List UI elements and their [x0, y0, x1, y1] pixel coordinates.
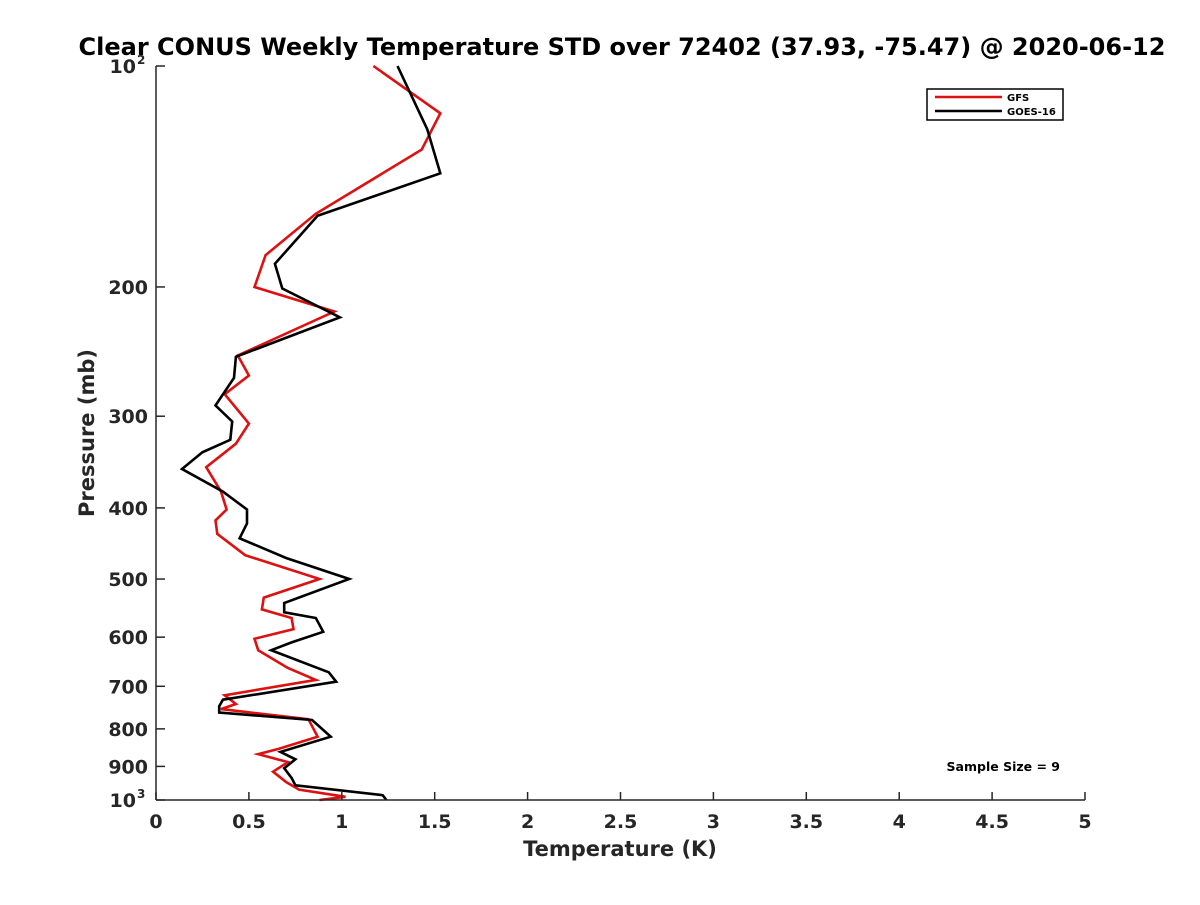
x-tick-label: 0: [149, 811, 162, 833]
x-tick-label: 3: [707, 811, 720, 833]
ticks-layer: 0 0.5 1 1.5 2 2.5 3 3.5 4 4.5 510 22003004005006007…: [108, 53, 1091, 833]
y-tick-label: 500: [108, 569, 148, 591]
x-tick-label: 5: [1078, 811, 1091, 833]
legend: GFS GOES-16: [926, 88, 1064, 121]
y-tick-exponent: 2: [137, 53, 145, 67]
series-line-goes16: [179, 65, 442, 801]
y-tick-label: 600: [108, 627, 148, 649]
y-tick-label: 700: [108, 676, 148, 698]
chart-title: Clear CONUS Weekly Temperature STD over …: [79, 33, 1166, 61]
y-tick-label: 200: [108, 277, 148, 299]
y-tick-label: 900: [108, 756, 148, 778]
x-axis-label: Temperature (K): [523, 837, 717, 861]
x-tick-label: 1: [335, 811, 348, 833]
x-tick-label: 2.5: [604, 811, 638, 833]
sample-size-annotation: Sample Size = 9: [947, 759, 1060, 774]
y-tick-label: 800: [108, 719, 148, 741]
series-layer: [179, 64, 442, 802]
series-line-gfs: [204, 64, 442, 802]
y-tick-label: 400: [108, 498, 148, 520]
x-tick-label: 3.5: [789, 811, 823, 833]
legend-label-goes16: GOES-16: [1007, 107, 1056, 118]
y-axis-label: Pressure (mb): [75, 349, 99, 517]
x-tick-label: 2: [521, 811, 534, 833]
x-tick-label: 4.5: [975, 811, 1009, 833]
y-tick-label: 10: [110, 56, 136, 78]
x-tick-label: 0.5: [232, 811, 266, 833]
x-tick-label: 4: [893, 811, 906, 833]
plot-area: [156, 66, 1085, 800]
legend-label-gfs: GFS: [1007, 93, 1029, 104]
legend-box: [926, 88, 1064, 121]
y-tick-exponent: 3: [137, 787, 145, 801]
x-tick-label: 1.5: [418, 811, 452, 833]
y-tick-label: 10: [110, 790, 136, 812]
y-tick-label: 300: [108, 406, 148, 428]
